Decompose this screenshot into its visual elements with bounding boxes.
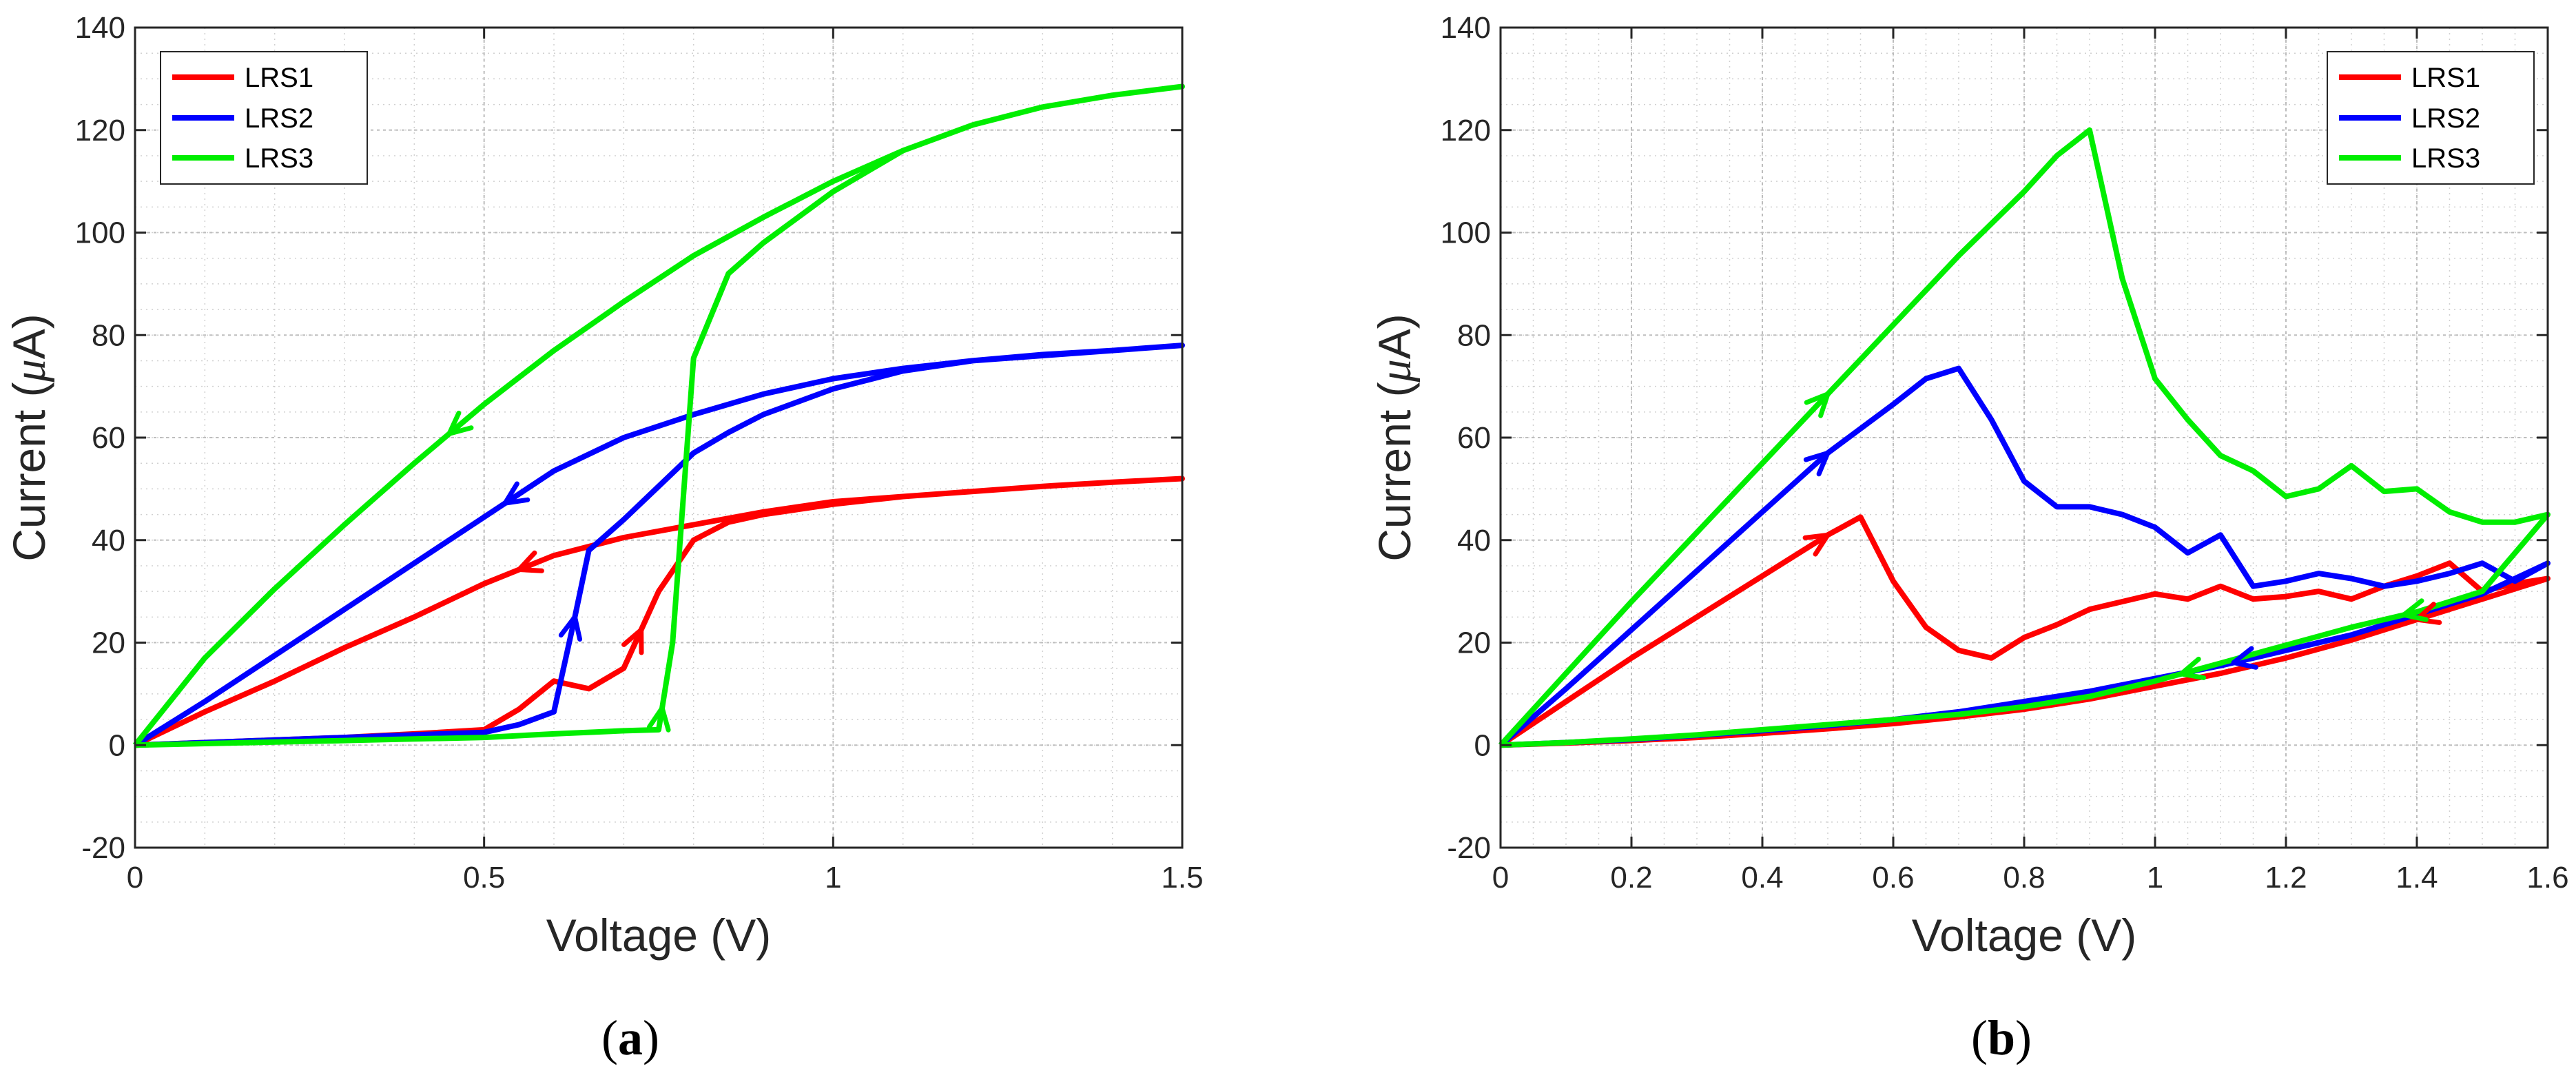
y-tick-label: 0 (109, 728, 125, 762)
x-tick-label: 0.2 (1610, 861, 1652, 895)
x-tick-label: 0.4 (1741, 861, 1783, 895)
y-tick-label: 100 (75, 216, 125, 250)
direction-arrow-lrs3 (1804, 391, 1831, 418)
y-tick-label: 120 (75, 114, 125, 147)
panel-label-b: (b) (1971, 1010, 2032, 1065)
direction-arrow-lrs2 (2231, 646, 2258, 670)
series-line-lrs2 (133, 343, 1185, 748)
y-tick-label: 80 (92, 318, 125, 352)
legend-a: LRS1 LRS2 LRS3 (160, 51, 368, 185)
y-tick-label: 60 (92, 421, 125, 455)
y-tick-label: 20 (1457, 626, 1491, 660)
series-line-lrs3 (132, 83, 1185, 748)
direction-arrows-b (1802, 391, 2442, 680)
y-tick-label: 0 (1474, 728, 1491, 762)
y-tick-label: 60 (1457, 421, 1491, 455)
chart-panel-b: 0 0.2 0.4 0.6 0.8 1 1.2 1.4 1.6 -200204060801001… (1369, 11, 2569, 1065)
y-tick-label: 40 (92, 524, 125, 558)
direction-arrow-lrs3 (446, 410, 474, 436)
legend-label-lrs1: LRS1 (245, 63, 313, 93)
direction-arrow-lrs3 (2401, 598, 2429, 622)
y-tick-label: 80 (1457, 318, 1491, 352)
y-ticks-b: -20 0 20 40 60 80 100 120 140 (1441, 11, 2548, 865)
x-tick-label: 0 (1492, 861, 1509, 895)
x-tick-label: 1.5 (1161, 861, 1203, 895)
x-tick-label: 1.6 (2526, 861, 2568, 895)
grid-b (1500, 27, 2548, 848)
series-group-b (1498, 127, 2551, 748)
y-axis-label-b: Current (μA) (1369, 314, 1421, 562)
legend-label-lrs3: LRS3 (2411, 143, 2480, 174)
series-line-lrs1 (134, 476, 1185, 748)
direction-arrows-a (446, 410, 671, 733)
y-tick-label: -20 (81, 831, 125, 865)
legend-label-lrs3: LRS3 (245, 143, 313, 174)
y-tick-label: 140 (1441, 11, 1491, 45)
x-tick-label: 1 (825, 861, 841, 895)
direction-arrow-lrs2 (1803, 450, 1831, 477)
y-tick-label: 40 (1457, 524, 1491, 558)
y-tick-label: 140 (75, 11, 125, 45)
y-tick-label: -20 (1447, 831, 1491, 865)
direction-arrow-lrs2 (558, 614, 583, 642)
x-tick-label: 0.8 (2003, 861, 2045, 895)
legend-label-lrs2: LRS2 (2411, 103, 2480, 134)
legend-label-lrs2: LRS2 (245, 103, 313, 134)
direction-arrow-lrs1 (1802, 532, 1831, 557)
x-ticks-b: 0 0.2 0.4 0.6 0.8 1 1.2 1.4 1.6 (1492, 28, 2569, 895)
legend-b: LRS1 LRS2 LRS3 (2327, 51, 2535, 185)
y-tick-label: 120 (1441, 114, 1491, 147)
direction-arrow-lrs3 (647, 705, 671, 733)
x-tick-label: 0 (127, 861, 143, 895)
series-group-a (132, 83, 1185, 748)
legend-label-lrs1: LRS1 (2411, 63, 2480, 93)
y-tick-label: 20 (92, 626, 125, 660)
direction-arrow-lrs1 (516, 550, 544, 573)
y-ticks-a: -20 0 20 40 60 80 100 120 140 (75, 11, 1182, 865)
x-tick-label: 0.6 (1872, 861, 1914, 895)
y-axis-label-a: Current (μA) (3, 314, 55, 562)
direction-arrow-lrs3 (2178, 656, 2207, 680)
series-line-lrs3 (1498, 127, 2551, 748)
direction-arrow-lrs2 (502, 481, 530, 506)
x-tick-label: 1.2 (2265, 861, 2307, 895)
x-tick-label: 1 (2147, 861, 2163, 895)
x-tick-label: 1.4 (2395, 861, 2438, 895)
x-axis-label-b: Voltage (V) (1912, 910, 2137, 961)
x-tick-label: 0.5 (463, 861, 505, 895)
panel-label-a: (a) (601, 1010, 659, 1065)
grid-a (134, 27, 1183, 848)
x-axis-label-a: Voltage (V) (546, 910, 772, 961)
x-ticks-a: 0 0.5 1 1.5 (127, 28, 1204, 895)
y-tick-label: 100 (1441, 216, 1491, 250)
direction-arrow-lrs1 (621, 627, 644, 655)
